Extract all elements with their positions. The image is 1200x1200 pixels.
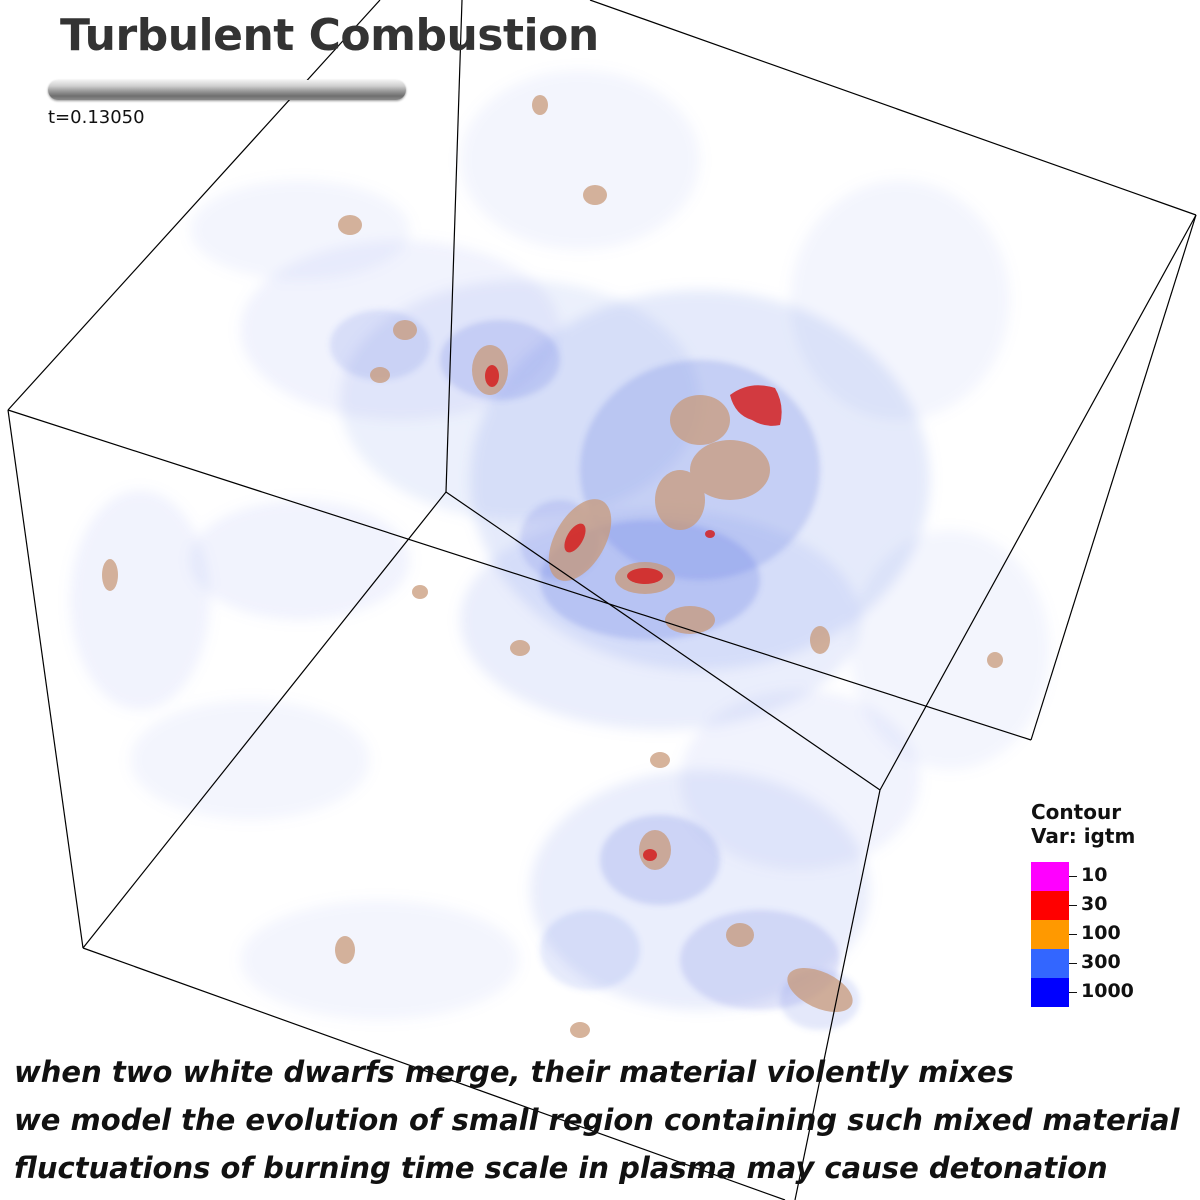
legend-item: 100 [1031,920,1181,949]
legend-swatch [1031,978,1069,1007]
caption-line-2: we model the evolution of small region c… [14,1103,1180,1137]
legend-tick [1069,876,1077,877]
contour-legend: Contour Var: igtm 10 30 100 300 1000 [1031,800,1181,1007]
legend-tick [1069,905,1077,906]
time-label: t=0.13050 [48,107,145,128]
caption-line-1: when two white dwarfs merge, their mater… [14,1055,1014,1089]
legend-item: 30 [1031,891,1181,920]
legend-tick [1069,992,1077,993]
legend-item: 300 [1031,949,1181,978]
legend-tick [1069,963,1077,964]
legend-value: 100 [1081,922,1121,944]
legend-variable: Var: igtm [1031,824,1136,848]
legend-swatch [1031,891,1069,920]
caption-line-3: fluctuations of burning time scale in pl… [14,1151,1108,1185]
bounding-box [7,0,1197,1200]
legend-title: Contour [1031,800,1122,824]
isosurface-red [485,365,782,861]
legend-tick [1069,934,1077,935]
plot-title: Turbulent Combustion [60,10,599,61]
legend-value: 300 [1081,951,1121,973]
legend-swatch [1031,862,1069,891]
legend-swatch [1031,949,1069,978]
legend-value: 30 [1081,893,1108,915]
legend-item: 1000 [1031,978,1181,1007]
legend-list: 10 30 100 300 1000 [1031,862,1181,1007]
legend-value: 1000 [1081,980,1134,1002]
legend-item: 10 [1031,862,1181,891]
legend-value: 10 [1081,864,1108,886]
legend-swatch [1031,920,1069,949]
time-slider [48,80,406,100]
